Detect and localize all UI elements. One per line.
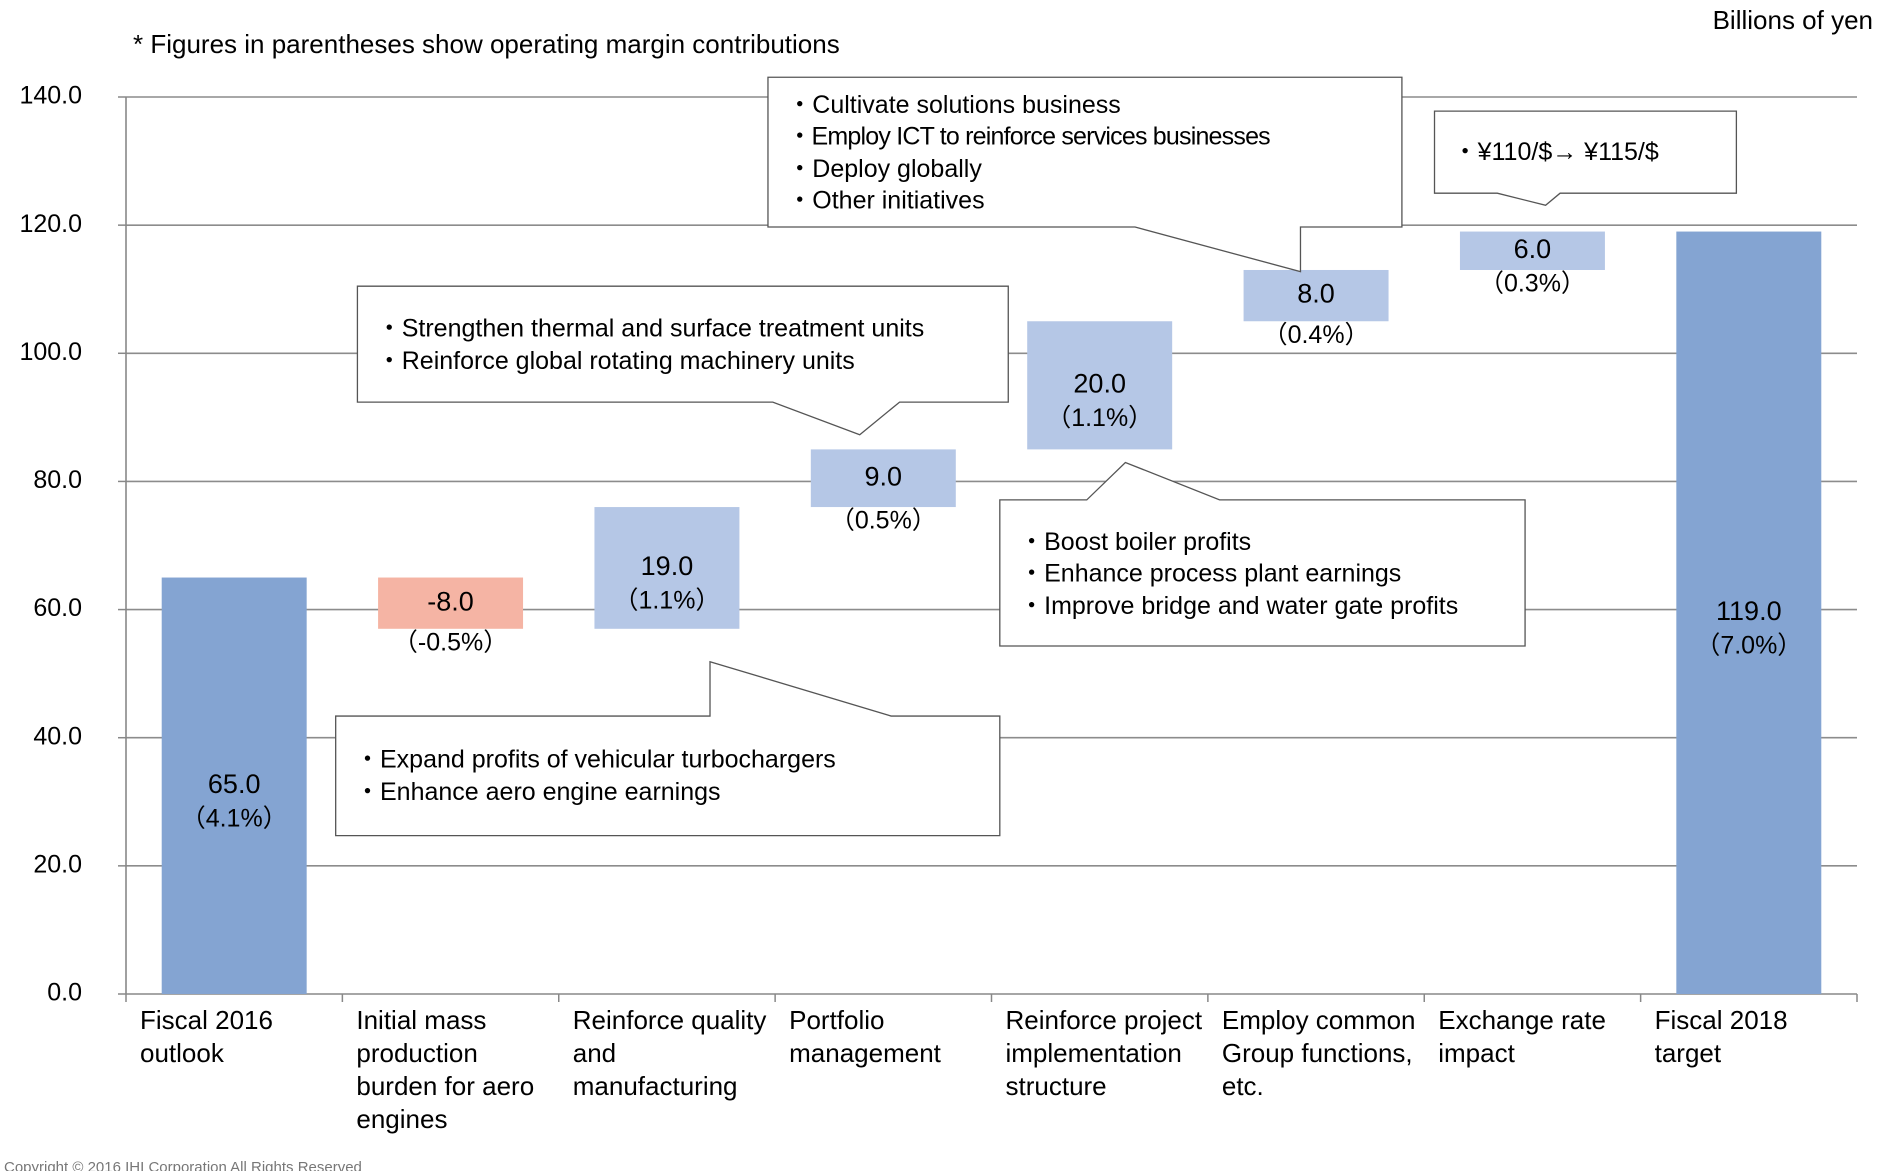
x-tick-label-box: Fiscal 2018 target	[1654, 1005, 1788, 1068]
callout-text: ・¥110/$→ ¥115/$	[1453, 138, 1659, 166]
bar	[1459, 231, 1605, 270]
x-tick-label-box: Employ common Group functions, etc.	[1221, 1005, 1416, 1101]
copyright: Copyright © 2016 IHI Corporation All Rig…	[4, 1159, 362, 1171]
value-label: -8.0	[427, 586, 474, 616]
margin-label: （1.1%）	[613, 587, 720, 615]
margin-label: （0.4%）	[1263, 321, 1370, 349]
bar	[1676, 231, 1822, 995]
note: * Figures in parentheses show operating …	[133, 29, 840, 59]
callout-text: ・Enhance process plant earnings	[1019, 559, 1401, 587]
margin-label: （-0.5%）	[393, 628, 508, 656]
callout-text: ・Reinforce global rotating machinery uni…	[377, 347, 855, 375]
x-tick-label: Fiscal 2016 outlook	[140, 1005, 273, 1068]
y-tick-label: 0.0	[47, 979, 82, 1007]
margin-label: （7.0%）	[1695, 631, 1802, 659]
x-tick-label-box: Portfolio management	[789, 1005, 941, 1068]
margin-label: （4.1%）	[181, 804, 288, 832]
y-tick-label: 120.0	[19, 210, 82, 238]
margin-label: （0.5%）	[830, 507, 937, 535]
x-tick-label-box: Fiscal 2016 outlook	[140, 1005, 273, 1068]
y-tick-label: 140.0	[19, 82, 82, 110]
callout-text: ・Strengthen thermal and surface treatmen…	[377, 314, 925, 342]
callout-box	[767, 76, 1403, 273]
x-tick-label: Employ common Group functions, etc.	[1221, 1005, 1416, 1101]
x-tick-label: Portfolio management	[789, 1005, 941, 1068]
bar	[810, 449, 956, 508]
value-label: 119.0	[1716, 596, 1782, 626]
y-tick-label: 100.0	[19, 338, 82, 366]
y-tick-label: 80.0	[33, 466, 82, 494]
callout-text: ・Employ ICT to reinforce services busine…	[787, 122, 1270, 150]
x-tick-label-box: Reinforce project implementation structu…	[1005, 1005, 1203, 1101]
callout-box	[335, 660, 1001, 837]
callout-box	[1433, 110, 1738, 206]
callout-box	[356, 285, 1009, 436]
margin-label: （0.3%）	[1479, 270, 1586, 298]
x-tick-label: Reinforce project implementation structu…	[1005, 1005, 1203, 1101]
unit-label: Billions of yen	[1713, 5, 1873, 35]
callout-text: ・Cultivate solutions business	[787, 91, 1121, 119]
value-label: 20.0	[1073, 368, 1126, 398]
value-label: 9.0	[865, 461, 903, 491]
x-tick-label-box: Initial mass production burden for aero …	[356, 1005, 535, 1134]
y-tick-label: 60.0	[33, 594, 82, 622]
y-tick-label: 40.0	[33, 722, 82, 750]
x-tick-label: Reinforce quality and manufacturing	[572, 1005, 767, 1101]
value-label: 8.0	[1297, 279, 1335, 309]
x-tick-label-box: Reinforce quality and manufacturing	[572, 1005, 767, 1101]
callout-text: ・Enhance aero engine earnings	[355, 778, 721, 806]
x-tick-label: Initial mass production burden for aero …	[356, 1005, 535, 1134]
callout-text: ・Other initiatives	[787, 186, 984, 214]
bar	[378, 577, 524, 629]
x-tick-label: Fiscal 2018 target	[1654, 1005, 1788, 1068]
y-tick-label: 20.0	[33, 850, 82, 878]
value-label: 6.0	[1514, 234, 1552, 264]
value-label: 19.0	[641, 551, 694, 581]
bar	[161, 577, 307, 994]
margin-label: （1.1%）	[1046, 404, 1153, 432]
callout-text: ・Expand profits of vehicular turbocharge…	[355, 745, 836, 773]
bar	[594, 507, 740, 629]
bar	[1243, 269, 1389, 322]
callout-text: ・Boost boiler profits	[1019, 528, 1251, 556]
bar	[1027, 321, 1173, 450]
x-tick-label-box: Exchange rate impact	[1438, 1005, 1606, 1068]
value-label: 65.0	[208, 769, 261, 799]
callout-text: ・Deploy globally	[787, 155, 982, 183]
callout-text: ・Improve bridge and water gate profits	[1019, 592, 1458, 620]
callout-box	[999, 461, 1526, 647]
x-tick-label: Exchange rate impact	[1438, 1005, 1606, 1068]
